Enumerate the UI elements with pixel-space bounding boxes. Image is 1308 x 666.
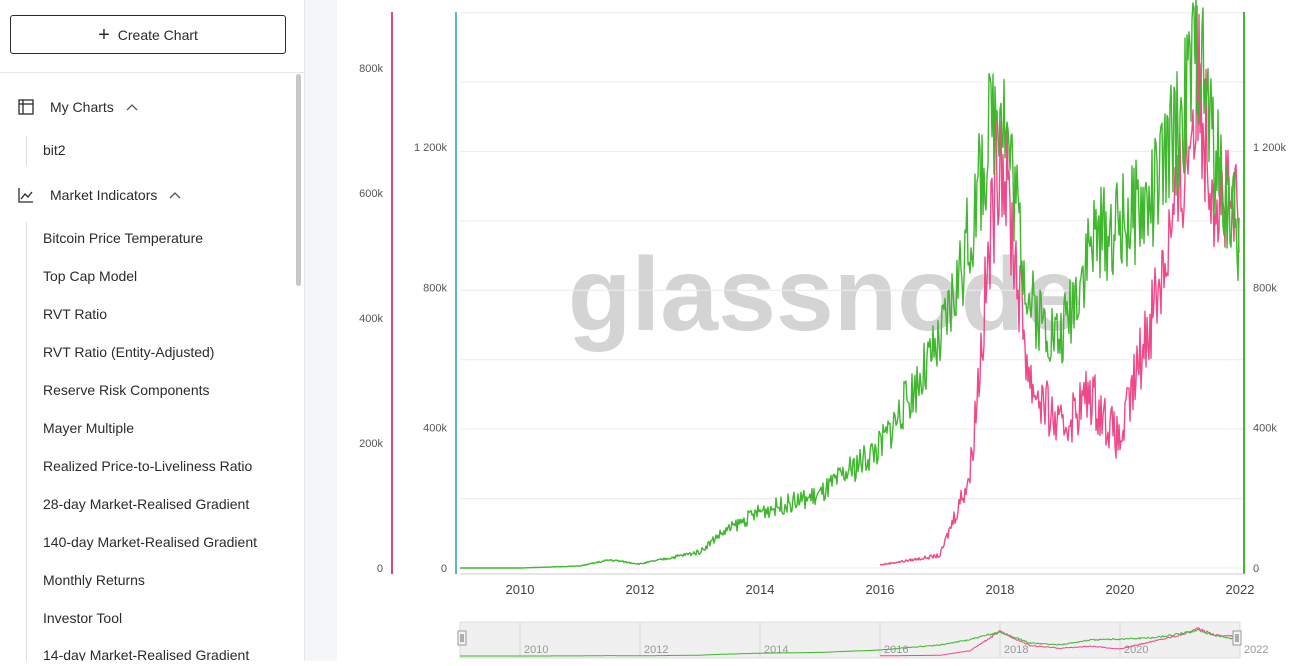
x-tick-label: 2020 xyxy=(1106,582,1135,597)
navigator-left-handle[interactable] xyxy=(457,630,467,646)
x-tick-label: 2014 xyxy=(746,582,775,597)
sidebar-item-indicator[interactable]: 140-day Market-Realised Gradient xyxy=(43,534,257,550)
navigator-tick-label: 2010 xyxy=(524,644,548,656)
navigator-tick-label: 2022 xyxy=(1244,644,1268,656)
my-charts-label: My Charts xyxy=(50,99,114,115)
x-tick-label: 2012 xyxy=(626,582,655,597)
y-tick-label-right: 800k xyxy=(1253,282,1277,294)
x-tick-label: 2016 xyxy=(866,582,895,597)
chart-area: glassnode 0 200k 400k 600k 800k 0 400k 800k 1 20… xyxy=(337,0,1308,661)
sidebar-item-indicator[interactable]: RVT Ratio xyxy=(43,306,108,322)
create-chart-button[interactable]: + Create Chart xyxy=(10,15,286,54)
sidebar-item-indicator[interactable]: Bitcoin Price Temperature xyxy=(43,230,204,246)
sidebar-item-indicator[interactable]: RVT Ratio (Entity-Adjusted) xyxy=(43,344,215,360)
grid xyxy=(460,12,1244,569)
y-tick-label-right: 0 xyxy=(1253,563,1259,575)
navigator-background xyxy=(459,621,1241,659)
sidebar-item-indicator[interactable]: Reserve Risk Components xyxy=(43,382,210,398)
x-tick-label: 2010 xyxy=(506,582,535,597)
y-tick-label-left-outer: 0 xyxy=(377,563,383,575)
line-chart-icon xyxy=(18,188,33,203)
sidebar-item-indicator[interactable]: Realized Price-to-Liveliness Ratio xyxy=(43,458,253,474)
navigator-line-green xyxy=(460,628,1240,657)
y-tick-label-left-outer: 400k xyxy=(359,313,383,325)
navigator-tick-label: 2016 xyxy=(884,644,908,656)
series-line-green xyxy=(460,0,1240,569)
chevron-up-icon xyxy=(169,192,181,199)
y-tick-label-left-inner: 1 200k xyxy=(414,142,448,154)
sidebar-item-indicator[interactable]: Top Cap Model xyxy=(43,268,138,284)
sidebar-item-indicator[interactable]: Monthly Returns xyxy=(43,572,145,588)
series-group xyxy=(460,0,1240,569)
chart-svg[interactable]: glassnode 0 200k 400k 600k 800k 0 400k 800k 1 20… xyxy=(337,0,1308,661)
layout-icon xyxy=(18,99,34,115)
my-charts-header[interactable]: My Charts xyxy=(18,99,138,115)
sidebar-item-indicator[interactable]: 28-day Market-Realised Gradient xyxy=(43,496,250,512)
sidebar-item-indicator[interactable]: 14-day Market-Realised Gradient xyxy=(43,647,250,661)
axis-ticks: 0 200k 400k 600k 800k 0 400k 800k 1 200k 0 400k 800… xyxy=(359,63,1286,597)
market-indicators-header[interactable]: Market Indicators xyxy=(18,187,181,203)
sidebar-item-bit2[interactable]: bit2 xyxy=(43,142,66,158)
sidebar-divider xyxy=(0,72,304,73)
plus-icon: + xyxy=(98,23,110,46)
sidebar-item-indicator[interactable]: Investor Tool xyxy=(43,610,123,626)
navigator-series xyxy=(460,627,1240,657)
navigator-tick-label: 2014 xyxy=(764,644,788,656)
market-indicators-label: Market Indicators xyxy=(50,187,158,203)
navigator[interactable]: 2010 2012 2014 2016 2018 2020 2022 xyxy=(457,621,1268,659)
y-tick-label-left-outer: 800k xyxy=(359,63,383,75)
navigator-right-handle[interactable] xyxy=(1232,630,1242,646)
sidebar: + Create Chart My Charts bit2 Market Ind… xyxy=(0,0,305,661)
y-tick-label-left-outer: 200k xyxy=(359,438,383,450)
x-tick-label: 2018 xyxy=(986,582,1015,597)
y-tick-label-left-inner: 800k xyxy=(423,282,447,294)
sidebar-item-indicator[interactable]: Mayer Multiple xyxy=(43,420,135,436)
chevron-up-icon xyxy=(126,104,138,111)
tree-line xyxy=(26,136,27,166)
y-tick-label-left-outer: 600k xyxy=(359,188,383,200)
y-tick-label-right: 400k xyxy=(1253,423,1277,435)
create-chart-label: Create Chart xyxy=(117,26,198,43)
y-tick-label-left-inner: 0 xyxy=(441,563,447,575)
tree-line xyxy=(26,222,27,661)
sidebar-scrollbar[interactable] xyxy=(296,74,301,286)
y-tick-label-right: 1 200k xyxy=(1253,142,1287,154)
watermark-text: glassnode xyxy=(568,237,1082,353)
x-tick-label: 2022 xyxy=(1226,582,1255,597)
y-tick-label-left-inner: 400k xyxy=(423,423,447,435)
navigator-tick-label: 2018 xyxy=(1004,644,1028,656)
navigator-tick-label: 2020 xyxy=(1124,644,1148,656)
navigator-tick-label: 2012 xyxy=(644,644,668,656)
